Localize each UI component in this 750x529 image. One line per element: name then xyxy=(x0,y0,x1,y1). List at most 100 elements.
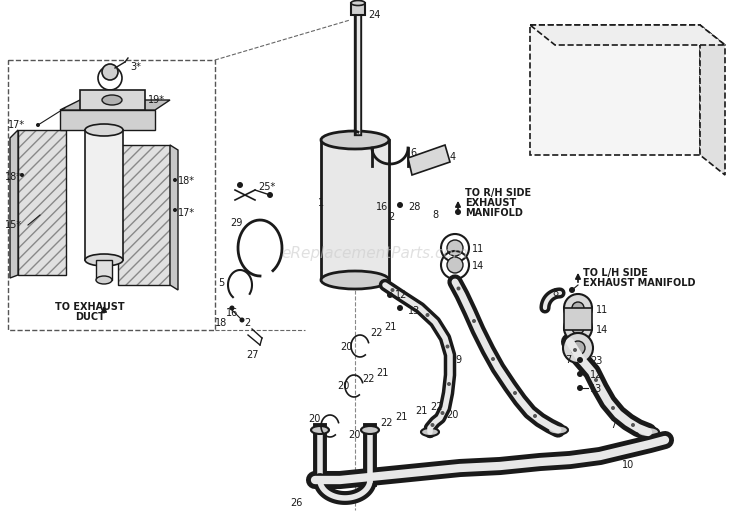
Circle shape xyxy=(447,257,463,273)
Circle shape xyxy=(36,123,40,127)
Ellipse shape xyxy=(102,95,122,105)
Text: 17*: 17* xyxy=(178,208,195,218)
Text: MANIFOLD: MANIFOLD xyxy=(465,208,523,218)
Text: 18*: 18* xyxy=(178,176,195,186)
Circle shape xyxy=(577,385,583,391)
Polygon shape xyxy=(700,25,725,175)
Text: 18: 18 xyxy=(215,318,227,328)
Text: 11: 11 xyxy=(596,305,608,315)
Polygon shape xyxy=(408,145,450,175)
Circle shape xyxy=(533,414,537,418)
Bar xyxy=(550,45,680,58)
Circle shape xyxy=(447,382,451,386)
Circle shape xyxy=(457,287,460,290)
Text: 28: 28 xyxy=(408,202,420,212)
Text: 24: 24 xyxy=(368,10,380,20)
Polygon shape xyxy=(60,110,155,130)
Circle shape xyxy=(391,288,394,292)
Text: 20: 20 xyxy=(340,342,352,352)
Circle shape xyxy=(239,317,244,323)
Text: DUCT: DUCT xyxy=(75,312,105,322)
Circle shape xyxy=(563,333,593,363)
Circle shape xyxy=(102,64,118,80)
Circle shape xyxy=(572,302,584,314)
Circle shape xyxy=(577,371,583,377)
Ellipse shape xyxy=(351,1,365,5)
Bar xyxy=(550,130,680,143)
Text: 16: 16 xyxy=(226,308,238,318)
Circle shape xyxy=(397,305,403,311)
Text: 25*: 25* xyxy=(258,182,275,192)
Circle shape xyxy=(446,344,449,349)
Text: 17*: 17* xyxy=(8,120,26,130)
Text: 21: 21 xyxy=(376,368,388,378)
Polygon shape xyxy=(530,25,725,45)
Circle shape xyxy=(564,294,592,322)
Circle shape xyxy=(472,319,476,323)
Ellipse shape xyxy=(85,254,123,266)
Circle shape xyxy=(573,348,577,352)
Circle shape xyxy=(397,202,403,208)
Circle shape xyxy=(631,423,635,427)
Circle shape xyxy=(230,306,235,311)
Text: 9: 9 xyxy=(455,355,461,365)
Text: 4: 4 xyxy=(450,152,456,162)
Text: 3*: 3* xyxy=(130,62,141,72)
Text: 20: 20 xyxy=(308,414,320,424)
Circle shape xyxy=(491,357,495,361)
Ellipse shape xyxy=(361,426,379,434)
Ellipse shape xyxy=(548,425,568,434)
Ellipse shape xyxy=(321,131,389,149)
Text: 7: 7 xyxy=(610,420,616,430)
Text: 10: 10 xyxy=(622,460,634,470)
Ellipse shape xyxy=(85,124,123,136)
Text: 27: 27 xyxy=(246,350,259,360)
Circle shape xyxy=(455,209,461,215)
Polygon shape xyxy=(80,90,145,110)
Text: 2: 2 xyxy=(244,318,250,328)
Text: 26: 26 xyxy=(290,498,302,508)
Text: 7: 7 xyxy=(565,355,572,365)
Bar xyxy=(321,140,389,280)
Text: 22: 22 xyxy=(370,328,382,338)
Circle shape xyxy=(237,182,243,188)
Bar xyxy=(351,3,365,15)
Circle shape xyxy=(425,313,430,317)
Circle shape xyxy=(577,357,583,363)
Bar xyxy=(564,308,592,330)
Bar xyxy=(85,130,123,260)
Circle shape xyxy=(569,287,575,293)
Bar xyxy=(530,25,700,155)
Text: 20: 20 xyxy=(337,381,350,391)
Text: 8: 8 xyxy=(432,210,438,220)
Circle shape xyxy=(430,423,434,427)
Ellipse shape xyxy=(637,427,659,437)
Text: 14: 14 xyxy=(596,325,608,335)
Text: EXHAUST: EXHAUST xyxy=(465,198,516,208)
Bar xyxy=(18,130,66,275)
Text: 22: 22 xyxy=(430,402,442,412)
Circle shape xyxy=(564,314,592,342)
Bar xyxy=(8,60,215,330)
Polygon shape xyxy=(10,130,18,278)
Circle shape xyxy=(267,192,273,198)
Ellipse shape xyxy=(96,276,112,284)
Bar xyxy=(550,113,680,126)
Ellipse shape xyxy=(311,426,329,434)
Text: eReplacementParts.com: eReplacementParts.com xyxy=(282,247,468,261)
Circle shape xyxy=(447,240,463,256)
Circle shape xyxy=(387,292,393,298)
Text: 16: 16 xyxy=(376,202,388,212)
Ellipse shape xyxy=(321,271,389,289)
Bar xyxy=(96,260,112,280)
Text: 23: 23 xyxy=(590,356,602,366)
Text: 18*: 18* xyxy=(5,172,22,182)
Text: TO EXHAUST: TO EXHAUST xyxy=(55,302,125,312)
Circle shape xyxy=(20,173,24,177)
Polygon shape xyxy=(60,100,170,110)
Circle shape xyxy=(611,406,615,410)
Text: 19*: 19* xyxy=(148,95,165,105)
Circle shape xyxy=(173,208,177,212)
Bar xyxy=(18,130,66,275)
Text: 22: 22 xyxy=(362,374,374,384)
